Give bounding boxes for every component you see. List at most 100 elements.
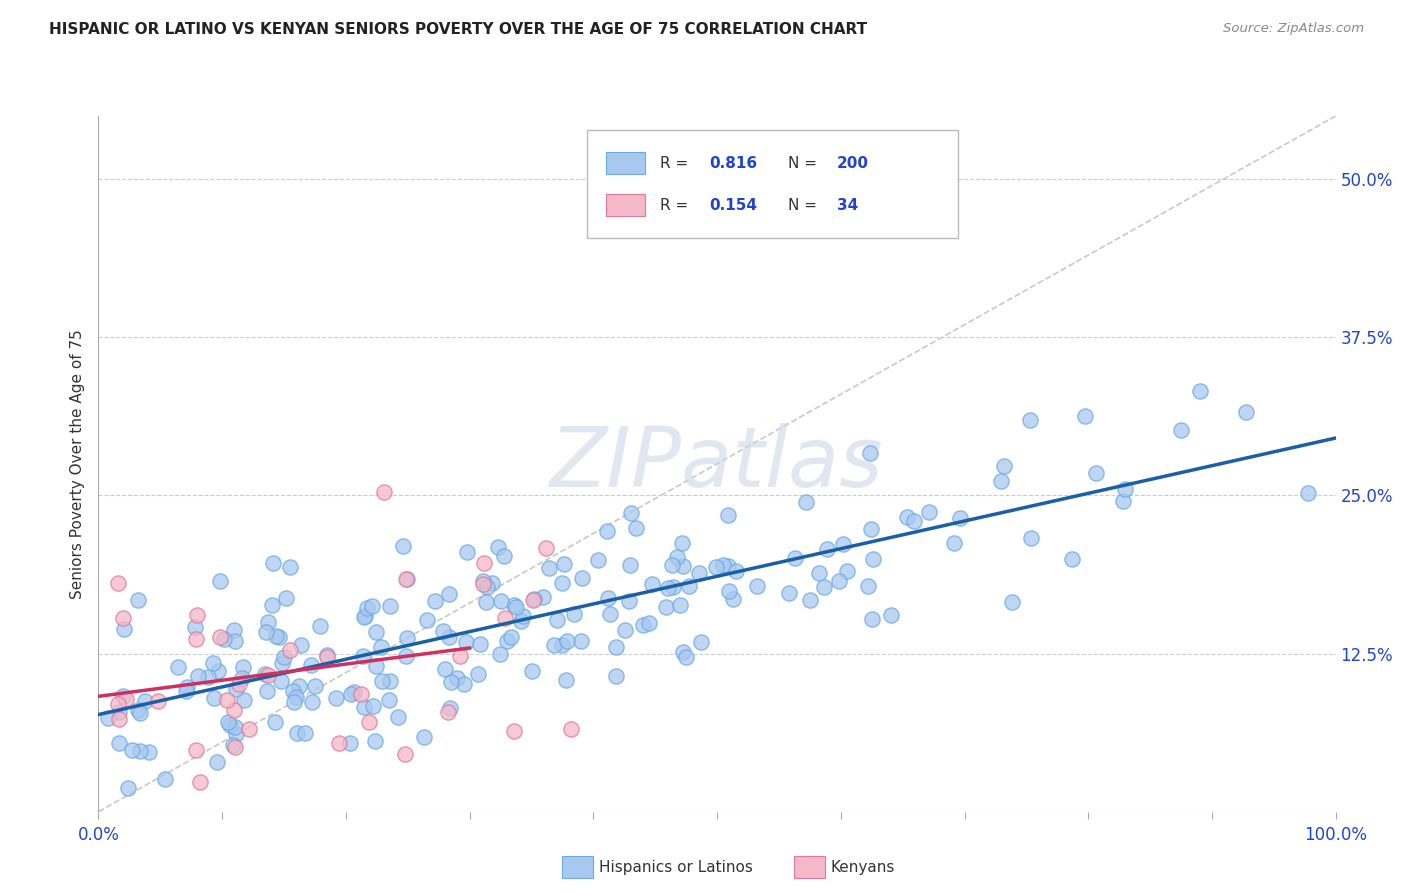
Text: N =: N =	[787, 156, 817, 170]
Point	[725, 564, 748, 578]
Point	[486, 541, 509, 555]
Point	[257, 668, 280, 682]
Point	[231, 671, 253, 685]
Point	[564, 607, 586, 621]
Point	[454, 635, 477, 649]
Point	[794, 495, 817, 509]
Point	[669, 598, 692, 612]
Text: R =: R =	[661, 197, 693, 212]
Point	[499, 630, 522, 644]
Point	[783, 551, 806, 566]
Point	[666, 550, 689, 565]
Point	[494, 611, 516, 625]
Point	[638, 615, 661, 630]
Point	[555, 633, 578, 648]
Point	[274, 591, 297, 606]
Point	[675, 649, 697, 664]
Point	[1298, 486, 1320, 500]
Point	[273, 650, 295, 665]
Point	[174, 684, 197, 698]
Point	[531, 590, 554, 604]
Point	[364, 734, 387, 748]
Point	[446, 671, 468, 685]
Point	[605, 669, 627, 683]
Point	[896, 509, 918, 524]
Point	[260, 598, 283, 612]
Point	[672, 645, 695, 659]
Point	[225, 727, 247, 741]
Point	[176, 681, 198, 695]
Point	[717, 559, 740, 574]
Point	[626, 521, 648, 535]
Point	[127, 592, 149, 607]
Point	[111, 689, 134, 703]
Point	[856, 579, 879, 593]
Point	[467, 667, 489, 681]
Point	[232, 660, 254, 674]
Point	[1112, 493, 1135, 508]
Point	[434, 662, 457, 676]
Point	[453, 677, 475, 691]
Point	[357, 715, 380, 730]
Point	[155, 772, 177, 786]
Point	[815, 541, 838, 556]
Point	[363, 699, 385, 714]
Point	[294, 726, 316, 740]
Point	[520, 664, 543, 678]
Point	[134, 694, 156, 708]
Point	[217, 692, 239, 706]
Point	[209, 630, 232, 644]
Point	[588, 553, 610, 567]
Point	[494, 549, 516, 564]
Point	[224, 703, 246, 717]
Point	[942, 536, 965, 550]
Point	[278, 559, 301, 574]
Point	[619, 558, 641, 573]
Point	[1170, 423, 1192, 437]
Point	[256, 683, 278, 698]
Point	[672, 559, 695, 574]
Point	[394, 747, 416, 762]
Point	[107, 698, 129, 712]
Point	[671, 536, 693, 550]
Text: 200: 200	[837, 156, 869, 170]
Point	[689, 566, 711, 580]
Point	[353, 700, 375, 714]
Point	[217, 714, 239, 729]
Point	[214, 632, 236, 646]
Point	[423, 593, 446, 607]
Point	[183, 619, 205, 633]
Point	[304, 679, 326, 693]
FancyBboxPatch shape	[606, 194, 645, 216]
Point	[1019, 413, 1042, 427]
Point	[477, 581, 499, 595]
Point	[799, 593, 821, 607]
Point	[633, 618, 655, 632]
Point	[903, 514, 925, 528]
Text: Kenyans: Kenyans	[831, 860, 896, 874]
Point	[340, 686, 363, 700]
Point	[353, 610, 375, 624]
Point	[187, 668, 209, 682]
Point	[254, 625, 277, 640]
Point	[224, 634, 246, 648]
Point	[721, 591, 744, 606]
Point	[596, 591, 619, 606]
Point	[481, 576, 503, 591]
Point	[224, 739, 246, 754]
Point	[224, 720, 246, 734]
Point	[301, 696, 323, 710]
Point	[859, 446, 882, 460]
Point	[281, 684, 304, 698]
Point	[605, 640, 627, 655]
Point	[595, 524, 617, 538]
Point	[370, 640, 392, 654]
Point	[395, 572, 418, 586]
Y-axis label: Seniors Poverty Over the Age of 75: Seniors Poverty Over the Age of 75	[70, 329, 86, 599]
Point	[186, 632, 208, 647]
Point	[197, 670, 219, 684]
Point	[395, 572, 418, 586]
Point	[523, 591, 546, 606]
Text: ZIPatlas: ZIPatlas	[550, 424, 884, 504]
Point	[440, 675, 463, 690]
